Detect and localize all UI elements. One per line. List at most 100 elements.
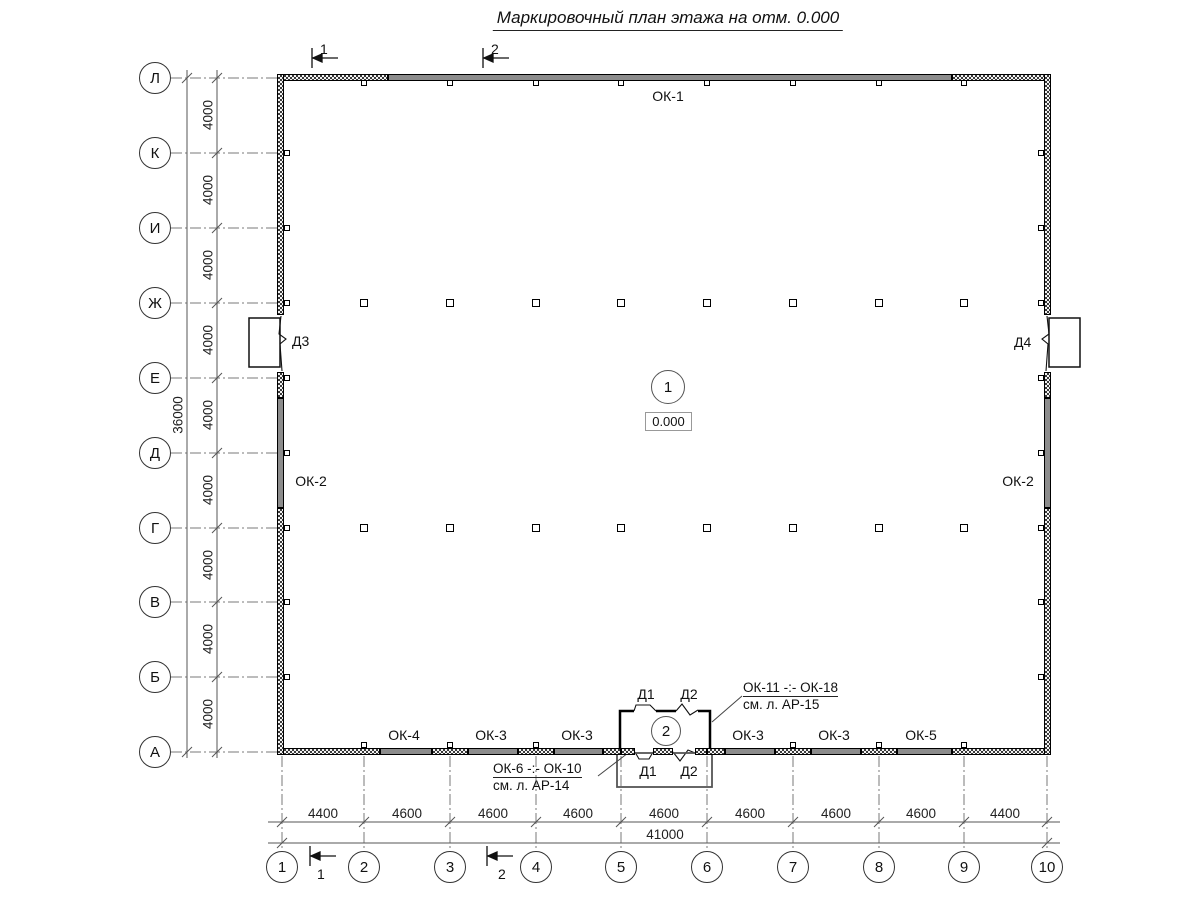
dim-col-spacing: 4600 (391, 806, 423, 821)
window-label-bottom: ОК-3 (732, 727, 764, 743)
row-marker-label: Ж (148, 294, 162, 312)
wall-right-upper (1044, 74, 1051, 315)
wall-column-tick (790, 742, 796, 748)
wall-column-tick (704, 80, 710, 86)
callout-line2: см. л. АР-15 (743, 697, 820, 712)
window-label-bottom: ОК-3 (818, 727, 850, 743)
wall-column-tick (876, 80, 882, 86)
wall-row-tick (284, 599, 290, 605)
interior-column (446, 299, 454, 307)
vestibule-outer-porch (616, 752, 713, 788)
wall-column-tick (533, 742, 539, 748)
wall-row-tick (284, 225, 290, 231)
dim-row-spacing: 4000 (200, 474, 216, 506)
column-marker: 10 (1031, 851, 1063, 883)
wall-left-below-door (277, 372, 284, 398)
section-mark-digit: 1 (317, 866, 325, 882)
wall-bottom-pier (707, 748, 725, 755)
room-number-circle: 1 (651, 370, 685, 404)
row-marker-label: Е (149, 369, 160, 387)
interior-column (532, 299, 540, 307)
interior-column (617, 524, 625, 532)
row-marker: В (139, 586, 171, 618)
wall-row-tick (1038, 674, 1044, 680)
wall-right-lower (1044, 508, 1051, 755)
dim-row-spacing: 4000 (200, 623, 216, 655)
dim-row-spacing: 4000 (200, 99, 216, 131)
wall-column-tick (447, 80, 453, 86)
dim-col-spacing: 4600 (820, 806, 852, 821)
window-label-bottom: ОК-4 (388, 727, 420, 743)
column-marker: 2 (348, 851, 380, 883)
dim-row-spacing: 4000 (200, 249, 216, 281)
dim-row-spacing: 4000 (200, 324, 216, 356)
column-marker: 8 (863, 851, 895, 883)
window-band-ok5 (897, 748, 952, 755)
door-porches (248, 317, 1081, 368)
dim-row-spacing: 4000 (200, 399, 216, 431)
window-label-ok2-right: ОК-2 (1002, 473, 1034, 489)
column-marker-label: 9 (959, 858, 969, 876)
window-label-bottom: ОК-3 (475, 727, 507, 743)
column-marker: 6 (691, 851, 723, 883)
interior-column (360, 299, 368, 307)
elevation-mark: 0.000 (645, 412, 692, 431)
row-marker-label: В (149, 593, 160, 611)
wall-row-tick (284, 525, 290, 531)
wall-left-upper (277, 74, 284, 315)
wall-bottom-pier (861, 748, 897, 755)
wall-bottom-pier (775, 748, 811, 755)
interior-column (960, 299, 968, 307)
callout-line1: ОК-11 -:- ОК-18 (743, 680, 838, 697)
dim-col-total: 41000 (646, 827, 684, 842)
column-marker: 5 (605, 851, 637, 883)
column-marker: 3 (434, 851, 466, 883)
wall-top-pier (277, 74, 388, 81)
wall-column-tick (790, 80, 796, 86)
vestibule-door-label: Д1 (639, 763, 657, 779)
vestibule-door-label: Д2 (680, 763, 698, 779)
row-marker: Г (139, 512, 171, 544)
column-marker: 7 (777, 851, 809, 883)
wall-column-tick (361, 80, 367, 86)
column-marker: 4 (520, 851, 552, 883)
section-mark-digit: 1 (320, 41, 328, 57)
window-band-ok3 (725, 748, 775, 755)
wall-bottom-pier (432, 748, 468, 755)
section-mark-digit: 2 (498, 866, 506, 882)
wall-left-lower (277, 508, 284, 755)
vestibule-door-label: Д1 (637, 686, 655, 702)
wall-row-tick (1038, 300, 1044, 306)
row-marker-label: Д (149, 444, 161, 462)
door-leaf-symbols (278, 315, 1050, 372)
row-marker-label: Г (150, 519, 160, 537)
row-marker: К (139, 137, 171, 169)
wall-row-tick (284, 375, 290, 381)
vestibule-wall-stub (621, 748, 635, 755)
vestibule-wall-stub (653, 748, 673, 755)
interior-column (360, 524, 368, 532)
column-marker-label: 1 (277, 858, 287, 876)
dim-col-spacing: 4400 (989, 806, 1021, 821)
wall-row-tick (284, 450, 290, 456)
row-marker: Е (139, 362, 171, 394)
column-marker-label: 3 (445, 858, 455, 876)
row-marker: Д (139, 437, 171, 469)
room-number: 2 (661, 722, 671, 740)
page-title: Маркировочный план этажа на отм. 0.000 (492, 8, 844, 31)
callout-vestibule-upper: ОК-11 -:- ОК-18 см. л. АР-15 (743, 680, 838, 713)
room-number: 1 (663, 378, 673, 396)
wall-column-tick (361, 742, 367, 748)
wall-column-tick (961, 80, 967, 86)
column-marker: 9 (948, 851, 980, 883)
window-band-ok4 (380, 748, 432, 755)
dim-row-spacing: 4000 (200, 698, 216, 730)
dim-col-spacing: 4400 (307, 806, 339, 821)
row-marker: И (139, 212, 171, 244)
column-marker-label: 7 (788, 858, 798, 876)
interior-column (789, 299, 797, 307)
wall-row-tick (1038, 599, 1044, 605)
section-mark-digit: 2 (491, 41, 499, 57)
wall-column-tick (447, 742, 453, 748)
